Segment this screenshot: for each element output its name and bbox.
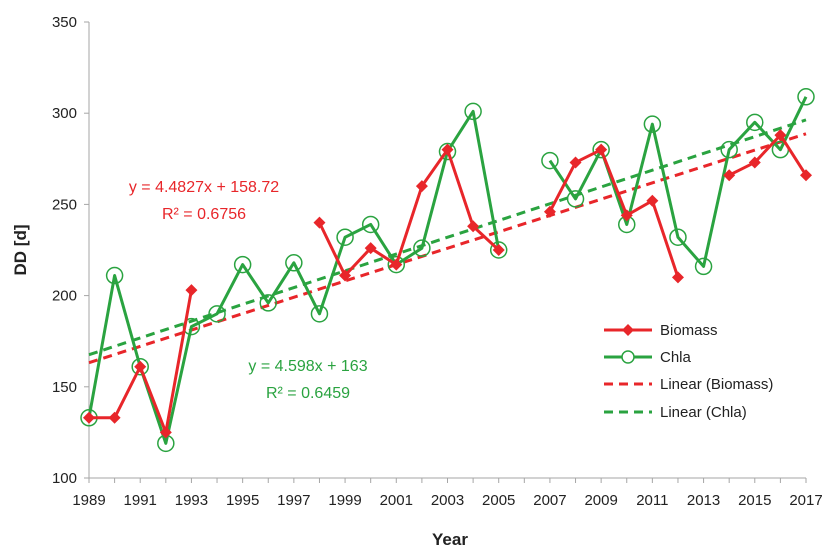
x-tick-label: 2001 xyxy=(380,492,413,509)
point-biomass xyxy=(774,129,787,142)
x-tick-label: 2015 xyxy=(738,492,771,509)
point-biomass xyxy=(595,143,608,156)
x-axis-title: Year xyxy=(432,530,468,549)
point-chla xyxy=(438,142,457,161)
point-chla xyxy=(720,140,738,159)
x-tick-label: 2011 xyxy=(636,492,668,509)
point-chla xyxy=(387,255,406,274)
point-chla xyxy=(233,255,252,274)
y-tick-label: 100 xyxy=(52,470,77,487)
series-chla-line xyxy=(548,96,808,268)
x-tick-label: 2007 xyxy=(533,492,566,509)
point-biomass xyxy=(492,244,505,256)
point-chla xyxy=(310,305,329,323)
axes xyxy=(84,21,807,483)
y-tick-label: 150 xyxy=(52,379,77,396)
series-biomass-line xyxy=(318,148,500,278)
point-chla xyxy=(694,257,713,276)
x-tick-label: 2009 xyxy=(584,492,617,509)
point-biomass xyxy=(364,242,377,255)
point-chla xyxy=(361,215,380,234)
point-chla xyxy=(541,151,559,170)
point-biomass xyxy=(748,156,761,169)
point-biomass xyxy=(569,156,582,169)
point-biomass xyxy=(108,411,121,424)
series-biomass-line xyxy=(548,148,680,278)
y-tick-label: 300 xyxy=(52,105,77,122)
series-chla-line xyxy=(87,109,501,445)
point-chla xyxy=(566,190,585,208)
legend-biomass-label: Biomass xyxy=(660,322,718,339)
point-biomass xyxy=(671,271,684,284)
point-chla xyxy=(259,294,277,312)
x-tick-label: 1997 xyxy=(277,492,310,509)
tick-labels: 100 150 200 250 300 350 1989 1991 1993 1995 1997 19… xyxy=(52,14,823,509)
point-biomass xyxy=(390,258,403,271)
point-biomass xyxy=(543,205,556,218)
point-biomass xyxy=(646,194,659,207)
point-biomass xyxy=(339,269,352,282)
x-tick-label: 2005 xyxy=(482,492,515,509)
point-biomass xyxy=(723,169,736,182)
point-chla xyxy=(643,115,662,133)
legend-linear-biomass-label: Linear (Biomass) xyxy=(660,376,773,393)
point-chla xyxy=(285,254,303,272)
point-chla xyxy=(746,113,764,132)
point-chla xyxy=(413,239,431,257)
point-chla xyxy=(208,305,226,323)
x-tick-label: 2017 xyxy=(789,492,822,509)
series-biomass-line xyxy=(728,133,808,177)
point-chla xyxy=(336,228,354,246)
trendline-biomass xyxy=(88,132,807,365)
point-biomass xyxy=(620,209,633,222)
x-tick-label: 1993 xyxy=(175,492,208,509)
biomass-r-squared: R² = 0.6756 xyxy=(162,206,246,223)
point-biomass xyxy=(185,284,198,297)
point-chla xyxy=(464,102,482,121)
x-tick-label: 1991 xyxy=(124,492,157,509)
x-tick-label: 2013 xyxy=(687,492,720,509)
chla-r-squared: R² = 0.6459 xyxy=(266,385,350,402)
point-chla xyxy=(131,357,149,376)
point-chla xyxy=(592,140,610,159)
y-axis-title: DD [d] xyxy=(11,225,30,276)
x-tick-label: 1995 xyxy=(226,492,259,509)
point-chla xyxy=(669,228,687,246)
biomass-equation: y = 4.4827x + 158.72 xyxy=(129,179,279,196)
y-tick-label: 350 xyxy=(52,14,77,31)
point-biomass xyxy=(159,426,172,439)
point-biomass xyxy=(415,180,428,193)
legend-chla-label: Chla xyxy=(660,349,692,366)
series-layer xyxy=(80,88,815,453)
point-biomass xyxy=(83,411,95,424)
point-chla xyxy=(105,266,124,285)
point-biomass xyxy=(441,143,454,156)
chla-equation: y = 4.598x + 163 xyxy=(248,358,367,375)
point-biomass xyxy=(134,360,147,373)
legend: Biomass Chla Linear (Biomass) Linear (Ch… xyxy=(604,322,773,421)
legend-biomass-marker xyxy=(622,324,634,336)
x-tick-label: 1999 xyxy=(328,492,361,509)
point-chla xyxy=(489,241,508,259)
point-biomass xyxy=(800,169,812,182)
legend-chla-marker xyxy=(621,350,635,364)
y-tick-label: 250 xyxy=(52,196,77,213)
point-chla xyxy=(797,88,815,106)
point-biomass xyxy=(313,216,326,229)
point-biomass xyxy=(467,220,480,233)
legend-linear-chla-label: Linear (Chla) xyxy=(660,404,747,421)
x-tick-label: 2003 xyxy=(431,492,464,509)
y-tick-label: 200 xyxy=(52,288,77,305)
x-tick-label: 1989 xyxy=(72,492,105,509)
